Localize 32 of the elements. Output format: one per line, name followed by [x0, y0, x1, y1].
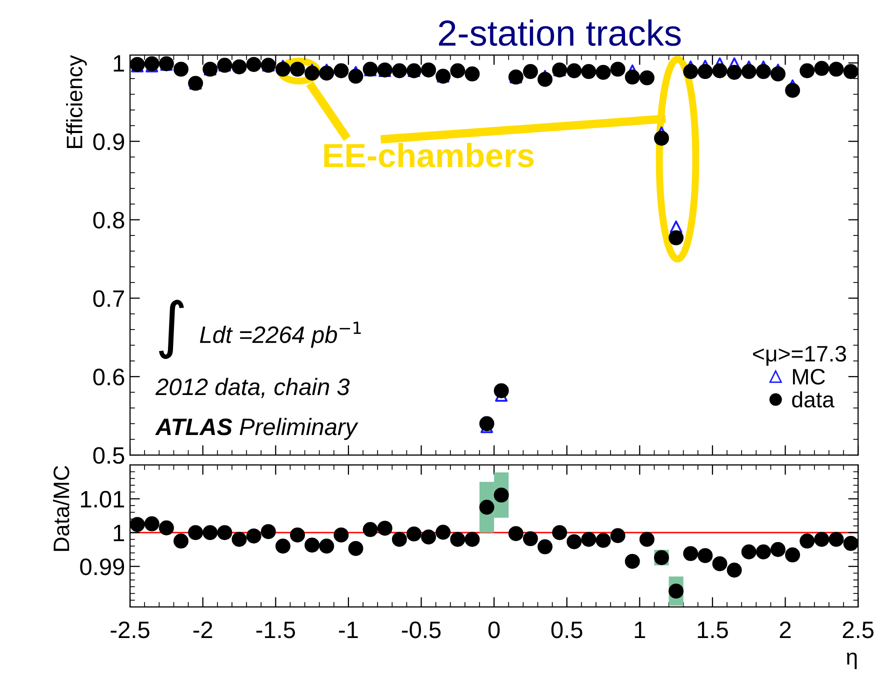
x-tick-label: 0 — [488, 621, 500, 638]
y-axis-title: Efficiency — [66, 55, 87, 148]
y-tick-label: 1 — [114, 55, 124, 72]
x-tick-label: 1 — [634, 622, 646, 638]
annotation: ∫ — [159, 300, 184, 360]
legend-label: data — [792, 391, 834, 408]
y-tick-label: 0.9 — [93, 133, 124, 150]
y-tick-label: 0.6 — [93, 368, 124, 386]
x-axis-title: η — [846, 652, 857, 670]
x-tick-label: -1 — [339, 622, 358, 638]
y-axis-title: Data/MC — [52, 466, 70, 551]
legend-label: MC — [793, 368, 825, 385]
annotation: Ldt =2264 pb$^{−1}$ — [200, 322, 361, 348]
y-tick-label: 0.8 — [93, 212, 124, 229]
x-tick-label: -0.5 — [402, 621, 441, 638]
annotation: EE-chambers — [324, 142, 534, 168]
annotation: 2012 data, chain 3 — [155, 378, 350, 398]
x-tick-label: -2 — [193, 621, 212, 638]
y-tick-label: 1.01 — [81, 490, 124, 508]
x-tick-label: 2.5 — [842, 621, 874, 638]
y-tick-label: 0.5 — [93, 447, 124, 464]
x-tick-label: 2 — [780, 621, 791, 638]
y-tick-label: 0.99 — [80, 558, 124, 576]
x-tick-label: 1.5 — [698, 622, 728, 638]
x-tick-label: 0.5 — [551, 621, 582, 638]
x-tick-label: -2.5 — [110, 621, 150, 638]
annotation: ATLAS Preliminary — [155, 418, 358, 440]
y-tick-label: 1 — [114, 524, 124, 542]
text: 2-station tracks — [438, 19, 681, 46]
legend-title: <μ>=17.3 — [753, 346, 846, 366]
x-tick-label: -1.5 — [256, 622, 295, 638]
y-tick-label: 0.7 — [93, 290, 124, 307]
